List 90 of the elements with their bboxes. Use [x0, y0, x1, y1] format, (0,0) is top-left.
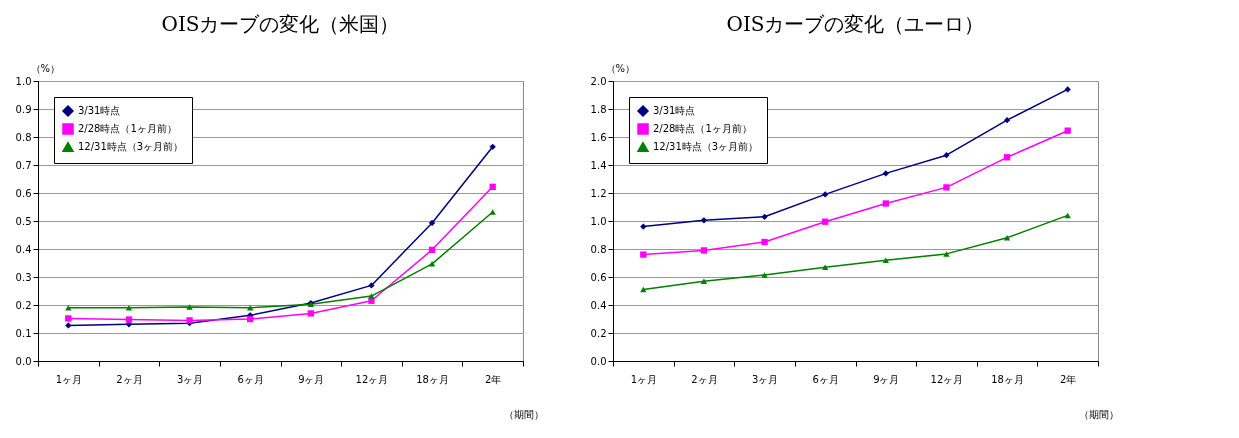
y-tick-label: 0.6 [590, 271, 607, 283]
point [822, 191, 829, 198]
y-tick-label: 1.2 [590, 187, 607, 199]
point [368, 293, 375, 299]
point [1064, 127, 1071, 134]
legend-label: 12/31時点（3ヶ月前） [653, 141, 759, 152]
y-tick-label: 0.5 [15, 215, 32, 227]
point [65, 305, 72, 311]
x-tick-label: 12ヶ月 [930, 373, 964, 385]
point [882, 170, 889, 177]
point [1003, 117, 1011, 124]
x-tick-label: 2年 [1060, 373, 1077, 385]
point [428, 261, 436, 267]
y-tick-label: 0.3 [15, 271, 32, 283]
y-tick-label: 0.8 [590, 243, 607, 255]
point [640, 223, 647, 230]
point [428, 219, 436, 227]
point [943, 251, 950, 257]
point [700, 247, 708, 254]
chart-title: OISカーブの変化（ユーロ） [726, 12, 985, 36]
x-tick-label: 1ヶ月 [55, 373, 82, 385]
y-tick-label: 0.4 [590, 299, 607, 311]
x-tick-label: 9ヶ月 [873, 373, 900, 385]
y-tick-label: 0.2 [590, 327, 607, 339]
y-tick-label: 1.4 [590, 159, 607, 171]
y-axis-title: （%） [605, 62, 636, 74]
point [761, 272, 768, 278]
point [1003, 154, 1011, 161]
x-axis-title: （期間） [1078, 408, 1119, 420]
point [368, 282, 375, 289]
point [428, 246, 436, 253]
chart-title: OISカーブの変化（米国） [161, 12, 400, 36]
y-tick-label: 0.6 [15, 187, 32, 199]
x-tick-label: 6ヶ月 [812, 373, 839, 385]
point [247, 315, 254, 323]
x-tick-label: 12ヶ月 [355, 373, 389, 385]
point [882, 200, 889, 207]
legend-label: 2/28時点（1ヶ月前） [653, 123, 752, 134]
point [489, 183, 496, 190]
x-axis-title: （期間） [503, 408, 544, 420]
point [700, 217, 708, 224]
legend-label: 2/28時点（1ヶ月前） [78, 123, 177, 134]
x-tick-label: 2ヶ月 [116, 373, 143, 385]
point [761, 238, 768, 246]
point [125, 316, 133, 323]
y-tick-label: 2.0 [590, 75, 607, 87]
point [640, 251, 647, 258]
x-tick-label: 18ヶ月 [991, 373, 1024, 385]
point [307, 310, 314, 317]
x-tick-label: 2年 [485, 373, 502, 385]
point [882, 257, 889, 263]
x-tick-label: 18ヶ月 [416, 373, 449, 385]
point [1003, 235, 1011, 241]
point [822, 264, 829, 270]
point [822, 218, 829, 225]
y-tick-label: 0.9 [15, 103, 32, 115]
point [700, 278, 708, 284]
y-axis-title: （%） [30, 62, 61, 74]
x-tick-label: 1ヶ月 [630, 373, 657, 385]
x-tick-label: 9ヶ月 [298, 373, 325, 385]
point [943, 184, 950, 191]
legend-label: 3/31時点 [78, 105, 121, 116]
x-tick-label: 6ヶ月 [237, 373, 264, 385]
y-tick-label: 1.8 [590, 103, 607, 115]
y-tick-label: 0.4 [15, 243, 32, 255]
x-tick-label: 2ヶ月 [691, 373, 718, 385]
y-tick-label: 1.0 [590, 215, 607, 227]
point [489, 143, 496, 150]
x-tick-label: 3ヶ月 [751, 373, 779, 385]
y-tick-label: 1.0 [15, 75, 32, 87]
y-tick-label: 0.0 [590, 355, 607, 367]
point [125, 305, 133, 311]
y-tick-label: 1.6 [590, 131, 607, 143]
point [943, 152, 950, 159]
y-tick-label: 0.1 [15, 327, 32, 339]
point [65, 322, 72, 329]
point [1064, 86, 1071, 93]
point [761, 213, 768, 220]
point [247, 305, 254, 311]
y-tick-label: 0.0 [15, 355, 32, 367]
point [489, 209, 496, 215]
point [65, 315, 72, 322]
y-tick-label: 0.7 [15, 159, 32, 171]
x-tick-label: 3ヶ月 [176, 373, 204, 385]
y-tick-label: 0.8 [15, 131, 32, 143]
point [1064, 212, 1071, 219]
y-tick-label: 0.2 [15, 299, 32, 311]
legend-label: 3/31時点 [653, 105, 696, 116]
point [186, 304, 193, 310]
legend-label: 12/31時点（3ヶ月前） [78, 141, 184, 152]
